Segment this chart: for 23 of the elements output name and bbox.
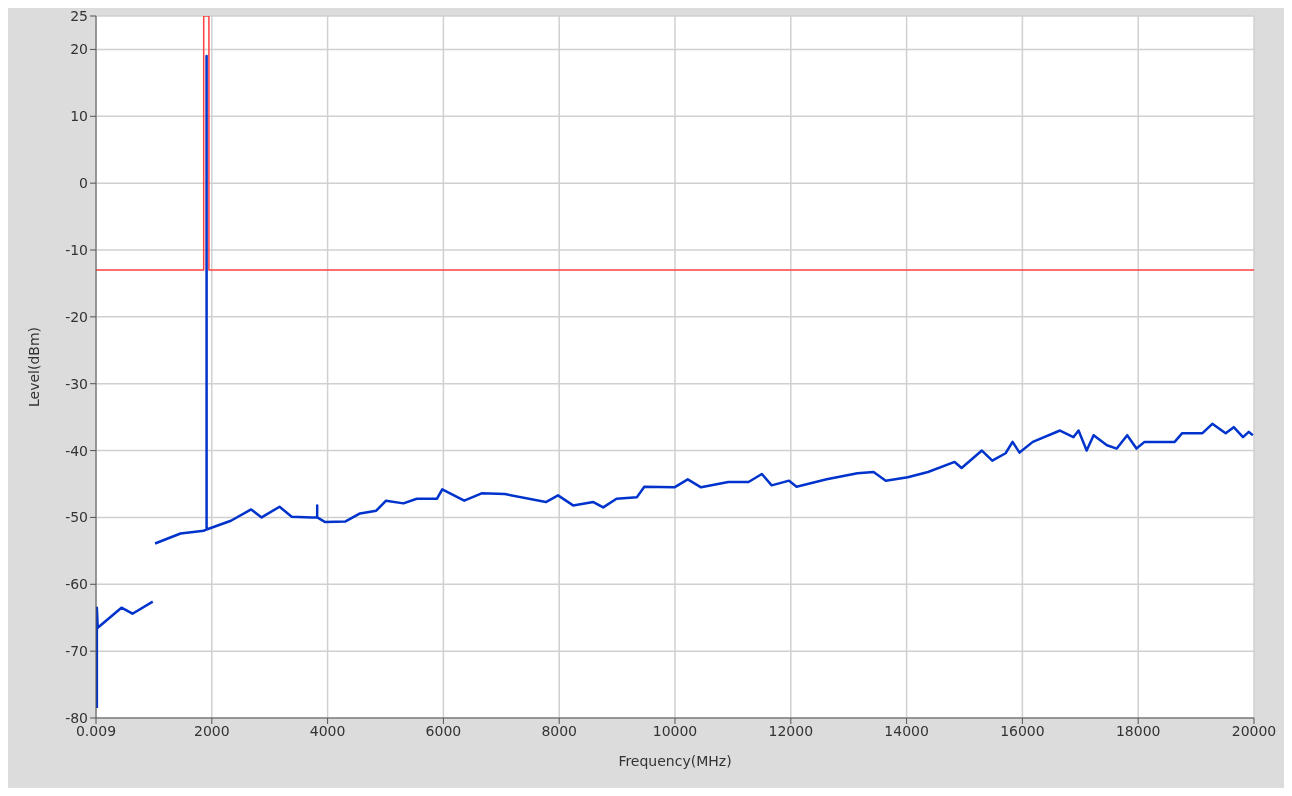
y-tick-label: 25 [70,7,88,24]
x-tick-label: 10000 [652,722,698,739]
y-tick-label: 0 [79,175,88,192]
y-tick-label: -10 [65,241,88,258]
x-axis-title: Frequency(MHz) [618,753,732,769]
y-tick-label: 20 [70,41,88,58]
x-tick-label: 16000 [1000,722,1045,739]
y-tick-label: -60 [65,576,88,593]
y-tick-label: -40 [65,442,88,459]
y-tick-label: -70 [65,643,88,660]
x-tick-label: 2000 [193,722,230,739]
x-tick-label: 14000 [884,722,929,739]
x-tick-label: 12000 [768,722,814,739]
x-tick-label: 20000 [1231,722,1277,739]
y-tick-label: -30 [65,375,88,392]
y-tick-label: -20 [65,308,88,325]
x-tick-label: 4000 [309,722,346,739]
x-tick-label: 18000 [1115,722,1161,739]
x-tick-label: 6000 [425,722,462,739]
y-tick-label: -50 [65,509,88,526]
y-axis-title: Level(dBm) [25,326,42,408]
x-tick-label: 8000 [541,722,578,739]
y-tick-label: 10 [70,108,88,125]
